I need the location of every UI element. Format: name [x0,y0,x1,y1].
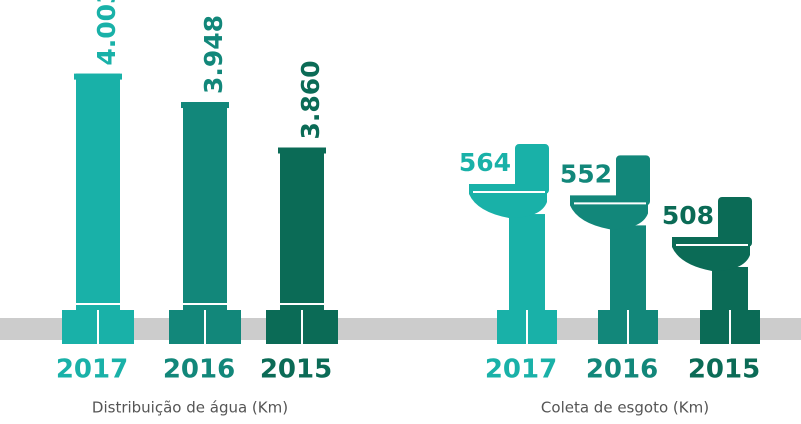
pipe-cap [74,73,122,80]
value-label: 508 [662,201,714,230]
toilet-bowl [672,236,750,271]
chart-caption: Coleta de esgoto (Km) [541,399,709,417]
toilet-tank [515,144,549,195]
toilet-column [610,225,646,318]
toilet-bowl [469,184,547,219]
year-label: 2017 [56,355,128,385]
year-label: 2017 [485,355,557,385]
year-label: 2016 [163,355,235,385]
toilet-bowl [570,195,648,230]
value-label: 4.003 [92,0,121,66]
toilet-column [712,266,748,318]
year-label: 2016 [586,355,658,385]
year-label: 2015 [688,355,760,385]
value-label: 552 [560,159,612,188]
toilet-column [509,214,545,318]
pipe-cap [181,102,229,109]
chart-caption: Distribuição de água (Km) [92,399,288,417]
value-label: 3.860 [296,60,325,139]
pipe [76,73,120,318]
toilet-tank [616,155,650,206]
value-label: 3.948 [199,15,228,94]
pipe [183,102,227,319]
pipe-cap [278,147,326,154]
pipe [280,147,324,318]
value-label: 564 [459,148,511,177]
toilet-tank [718,196,752,247]
year-label: 2015 [260,355,332,385]
